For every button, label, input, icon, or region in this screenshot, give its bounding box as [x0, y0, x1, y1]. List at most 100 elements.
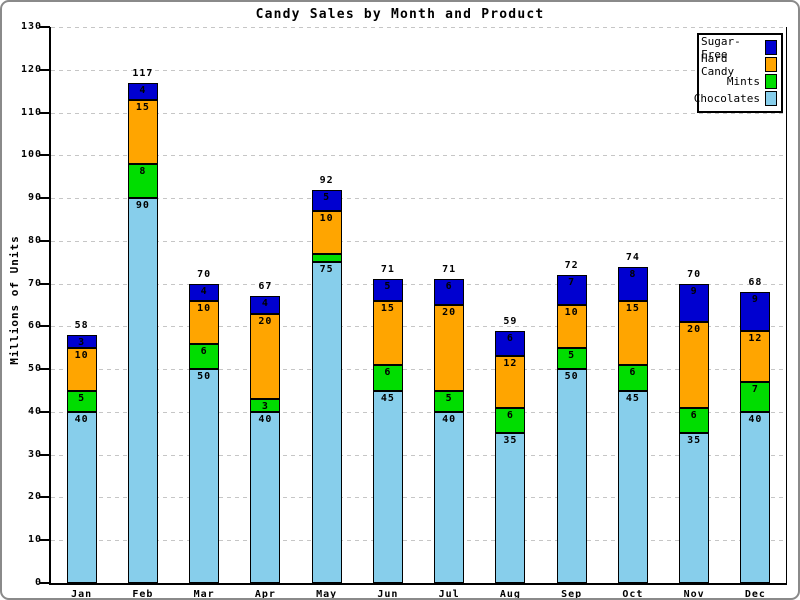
segment-value-label: 50 — [197, 371, 212, 383]
x-tick-label: Oct — [622, 589, 644, 600]
bar-segment-hard-candy: 10 — [66, 347, 97, 391]
bar-segment-hard-candy: 20 — [250, 313, 281, 400]
bar-segment-chocolates: 35 — [495, 433, 526, 583]
legend-swatch — [765, 91, 777, 106]
gridline — [51, 27, 786, 28]
segment-value-label: 6 — [690, 409, 698, 421]
y-tick-label: 100 — [20, 149, 42, 161]
segment-value-label: 35 — [687, 435, 702, 447]
y-axis-tick — [39, 197, 50, 200]
bar-segment-chocolates: 90 — [127, 198, 158, 583]
bar-total-label: 59 — [503, 315, 518, 327]
segment-value-label: 5 — [384, 281, 392, 293]
bar-segment-mints: 6 — [617, 364, 648, 391]
segment-value-label: 5 — [323, 191, 331, 203]
bar-segment-chocolates: 40 — [434, 411, 465, 583]
segment-value-label: 45 — [380, 392, 395, 404]
segment-value-label: 10 — [197, 302, 212, 314]
gridline — [51, 454, 786, 456]
bar-segment-mints: 8 — [127, 163, 158, 199]
y-tick-label: 90 — [27, 192, 42, 204]
segment-value-label: 40 — [258, 413, 273, 425]
legend-swatch — [765, 74, 777, 89]
y-axis-tick — [39, 582, 50, 584]
legend-swatch — [765, 40, 777, 55]
segment-value-label: 40 — [74, 413, 89, 425]
y-axis-tick — [39, 410, 50, 413]
y-axis-tick — [39, 239, 50, 242]
segment-value-label: 40 — [442, 413, 457, 425]
gridline — [51, 155, 786, 157]
y-tick-label: 0 — [34, 577, 42, 588]
y-tick-label: 30 — [27, 448, 42, 460]
y-axis-tick — [39, 496, 50, 499]
segment-value-label: 12 — [748, 332, 763, 344]
bar-segment-hard-candy: 12 — [740, 330, 771, 382]
segment-value-label: 20 — [687, 324, 702, 336]
gridline — [51, 240, 786, 242]
gridline — [51, 326, 786, 328]
x-tick-label: Apr — [254, 589, 276, 600]
segment-value-label: 5 — [568, 349, 576, 361]
bar-segment-hard-candy: 15 — [372, 300, 403, 365]
y-tick-label: 10 — [27, 534, 42, 546]
bar-segment-mints: 5 — [556, 347, 587, 370]
y-tick-label: 110 — [20, 106, 42, 118]
y-axis-tick — [39, 282, 50, 285]
segment-value-label: 5 — [445, 392, 453, 404]
x-tick-label: Jun — [377, 589, 399, 600]
bar-segment-hard-candy: 10 — [311, 210, 342, 254]
segment-value-label: 6 — [200, 345, 208, 357]
bar-segment-sugar-free: 9 — [740, 292, 771, 331]
bar-total-label: 74 — [625, 251, 640, 263]
segment-value-label: 6 — [506, 332, 514, 344]
y-tick-label: 80 — [27, 234, 42, 246]
gridline — [51, 497, 786, 499]
bar-segment-mints: 6 — [679, 407, 710, 434]
x-tick-label: Nov — [683, 589, 705, 600]
bar-total-label: 71 — [442, 264, 457, 276]
segment-value-label: 5 — [78, 392, 86, 404]
bar-total-label: 68 — [748, 277, 763, 289]
gridline — [51, 69, 786, 71]
x-tick-label: Aug — [499, 589, 521, 600]
bar-segment-mints: 7 — [740, 382, 771, 412]
bar-segment-sugar-free: 7 — [556, 275, 587, 305]
legend-item-sugar-free: Sugar-Free — [701, 35, 777, 61]
x-tick-label: May — [316, 589, 338, 600]
bar-segment-chocolates: 75 — [311, 262, 342, 583]
x-tick-label: Sep — [561, 589, 583, 600]
bar-segment-hard-candy: 20 — [434, 305, 465, 391]
bar-segment-mints: 6 — [495, 407, 526, 434]
segment-value-label: 6 — [384, 366, 392, 378]
bar-segment-hard-candy: 15 — [617, 300, 648, 365]
y-tick-label: 50 — [27, 363, 42, 375]
gridline — [51, 198, 786, 200]
x-tick-label: Dec — [744, 589, 766, 600]
segment-value-label: 8 — [629, 268, 637, 280]
bar-segment-hard-candy: 20 — [679, 322, 710, 408]
bar-segment-hard-candy: 15 — [127, 99, 158, 164]
bar-total-label: 117 — [132, 67, 154, 79]
legend-label: Chocolates — [693, 92, 760, 105]
bar-segment-mints — [311, 253, 342, 263]
legend-item-chocolates: Chocolates — [694, 90, 777, 107]
bar-segment-mints: 6 — [372, 364, 403, 391]
y-axis-label: Millions of Units — [8, 235, 21, 365]
bar-total-label: 67 — [258, 281, 273, 293]
bar-segment-chocolates: 45 — [617, 390, 648, 583]
legend: Sugar-Free Hard Candy Mints Chocolates — [694, 33, 783, 113]
bar-segment-chocolates: 40 — [740, 411, 771, 583]
segment-value-label: 3 — [78, 336, 86, 348]
legend-item-mints: Mints — [701, 73, 777, 90]
y-axis-tick — [39, 68, 50, 71]
bar-segment-hard-candy: 10 — [556, 305, 587, 348]
bar-segment-sugar-free: 4 — [250, 296, 281, 314]
y-axis-tick — [39, 539, 50, 542]
segment-value-label: 50 — [564, 371, 579, 383]
bar-segment-sugar-free: 8 — [617, 266, 648, 301]
bar-segment-sugar-free: 4 — [127, 82, 158, 100]
y-axis-tick — [39, 453, 50, 456]
segment-value-label: 9 — [751, 294, 759, 306]
segment-value-label: 15 — [380, 302, 395, 314]
